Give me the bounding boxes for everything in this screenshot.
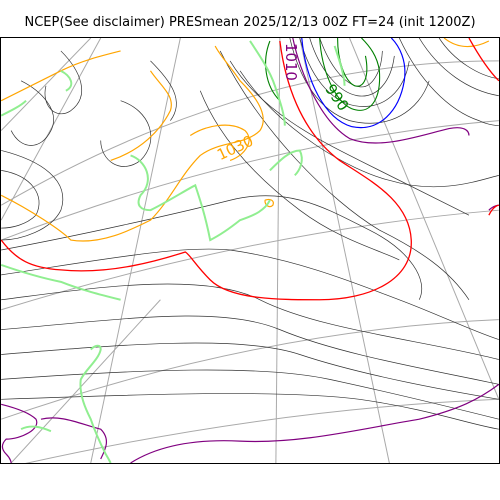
graticule	[1, 38, 499, 463]
coastline	[1, 40, 346, 463]
contour-label-990: 990	[321, 81, 352, 115]
contour-red	[1, 38, 499, 301]
isobars	[1, 38, 499, 430]
contour-label-1030: 1030	[214, 132, 256, 164]
pressure-map: 1010 990 1030	[0, 37, 500, 464]
contour-blue	[301, 38, 406, 129]
contour-label-1010: 1010	[282, 43, 300, 81]
map-title: NCEP(See disclaimer) PRESmean 2025/12/13…	[24, 15, 476, 30]
contour-990	[265, 38, 381, 111]
contour-1030	[1, 38, 490, 242]
